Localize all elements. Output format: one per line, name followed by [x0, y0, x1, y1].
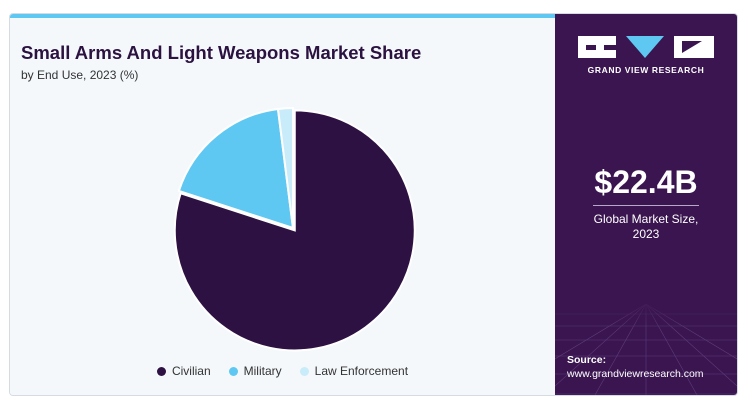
market-size-value: $22.4B [594, 164, 698, 200]
chart-title: Small Arms And Light Weapons Market Shar… [21, 42, 422, 63]
chart-subtitle: by End Use, 2023 (%) [21, 68, 139, 82]
source-label: Source: [567, 354, 607, 366]
summary-panel: GRAND VIEW RESEARCH $22.4B Global Market… [555, 14, 737, 395]
legend-label-law-enforcement: Law Enforcement [314, 364, 409, 378]
grid-decoration [555, 299, 737, 395]
market-size-caption: Global Market Size, 2023 [555, 212, 737, 242]
market-size-caption-line1: Global Market Size, [593, 212, 699, 226]
divider [593, 205, 699, 206]
source-url[interactable]: www.grandviewresearch.com [567, 368, 704, 380]
pie-slice-civilian [173, 109, 416, 352]
legend-item-civilian: Civilian [156, 364, 211, 378]
brand-name: GRAND VIEW RESEARCH [587, 65, 705, 75]
legend-label-civilian: Civilian [171, 364, 211, 378]
legend-swatch-military [228, 366, 238, 376]
legend-swatch-law-enforcement [299, 366, 309, 376]
infographic-card: Small Arms And Light Weapons Market Shar… [9, 13, 738, 396]
market-size-caption-line2: 2023 [632, 227, 660, 241]
legend-label-military: Military [243, 364, 282, 378]
gvr-logo-icon [578, 36, 714, 58]
chart-panel: Small Arms And Light Weapons Market Shar… [10, 14, 555, 395]
pie-chart [173, 106, 416, 352]
pie-slice-military [177, 107, 295, 230]
pie-slice-law-enforcement [276, 106, 294, 229]
legend-swatch-civilian [156, 366, 166, 376]
legend-item-military: Military [228, 364, 282, 378]
chart-legend: Civilian Military Law Enforcement [10, 361, 555, 381]
legend-item-law-enforcement: Law Enforcement [299, 364, 409, 378]
